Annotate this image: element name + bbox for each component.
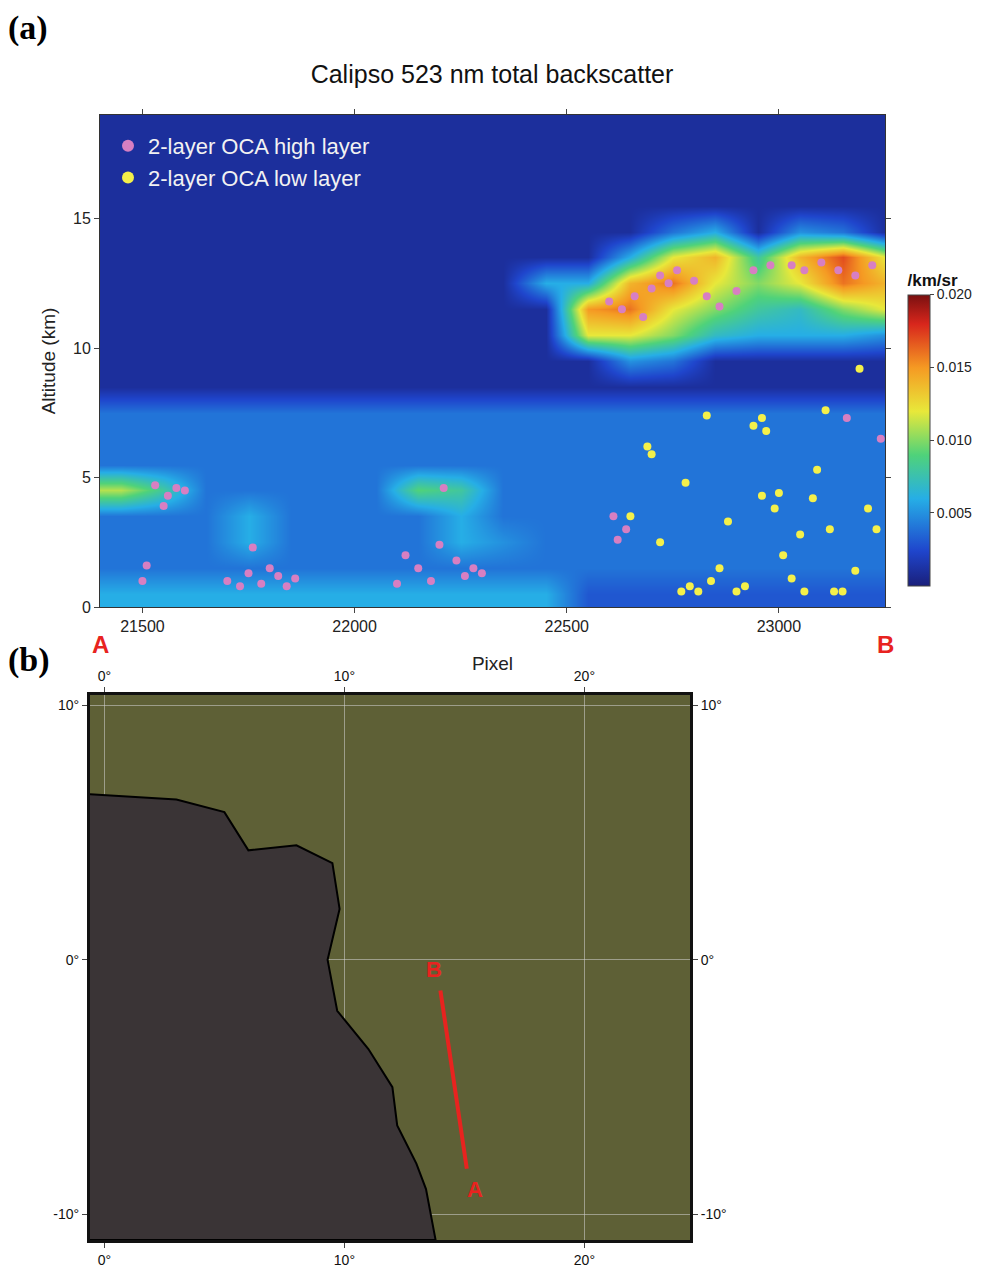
svg-text:0°: 0° [701,952,714,968]
svg-text:(a): (a) [8,9,48,47]
svg-text:2-layer OCA low layer: 2-layer OCA low layer [148,166,361,191]
svg-text:A: A [92,631,109,658]
svg-text:20°: 20° [574,1252,595,1268]
svg-text:0°: 0° [66,952,79,968]
svg-text:10°: 10° [701,697,722,713]
svg-text:10°: 10° [334,1252,355,1268]
svg-text:Calipso 523 nm total backscatt: Calipso 523 nm total backscatter [311,60,674,88]
svg-text:2-layer OCA high layer: 2-layer OCA high layer [148,134,369,159]
svg-text:22000: 22000 [332,618,377,635]
svg-text:-10°: -10° [701,1206,727,1222]
svg-text:0: 0 [82,599,91,616]
svg-text:0.020: 0.020 [937,286,972,302]
svg-text:0.015: 0.015 [937,359,972,375]
svg-text:0°: 0° [98,668,111,684]
svg-text:5: 5 [82,469,91,486]
svg-text:20°: 20° [574,668,595,684]
svg-text:B: B [877,631,894,658]
svg-text:0.005: 0.005 [937,505,972,521]
svg-text:10°: 10° [58,697,79,713]
svg-text:0.010: 0.010 [937,432,972,448]
svg-text:0°: 0° [98,1252,111,1268]
svg-text:Pixel: Pixel [472,653,513,674]
svg-text:10: 10 [73,340,91,357]
svg-text:10°: 10° [334,668,355,684]
svg-text:23000: 23000 [757,618,802,635]
svg-text:-10°: -10° [53,1206,79,1222]
svg-text:A: A [467,1177,483,1202]
svg-text:21500: 21500 [120,618,165,635]
svg-text:15: 15 [73,210,91,227]
svg-text:(b): (b) [8,641,50,679]
svg-text:22500: 22500 [545,618,590,635]
svg-text:/km/sr: /km/sr [908,271,958,290]
svg-text:B: B [426,957,442,982]
svg-text:Altitude (km): Altitude (km) [38,308,59,415]
